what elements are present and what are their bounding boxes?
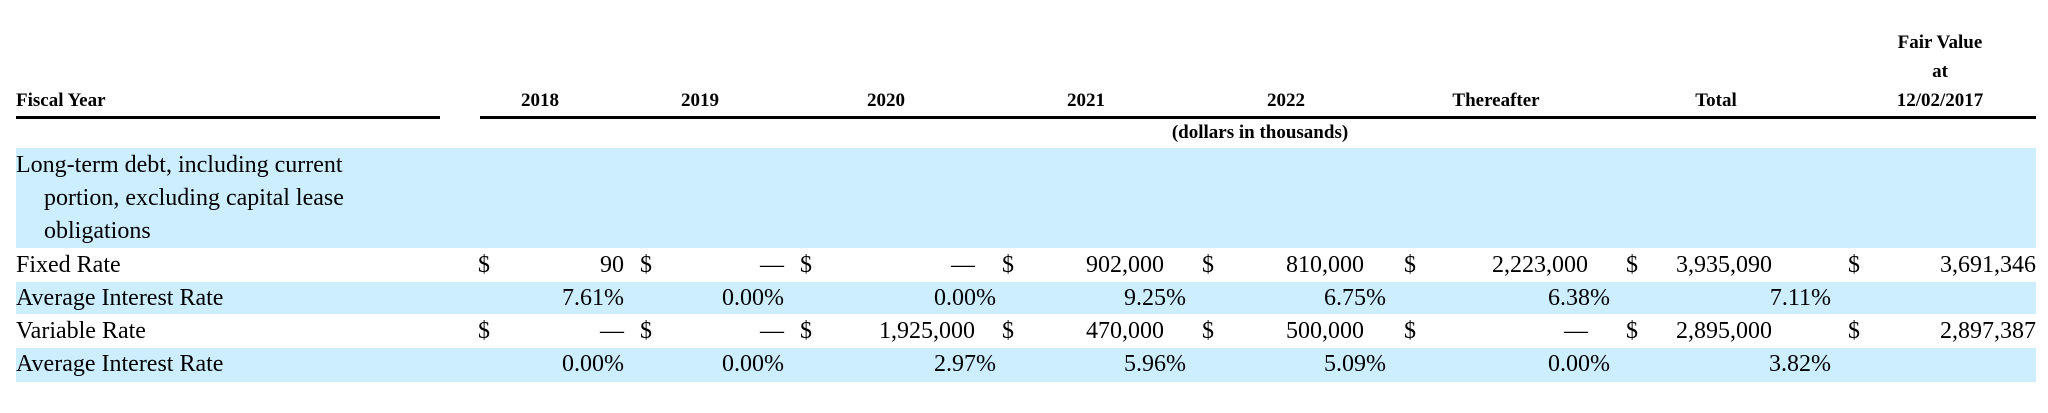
- cell-avg2-thereafter: 0.00%: [1548, 351, 1610, 377]
- section-title-line1: Long-term debt, including current: [16, 152, 343, 178]
- currency-symbol: $: [800, 252, 812, 278]
- header-2021: 2021: [1067, 90, 1105, 111]
- header-fair-value-line2: at: [1932, 61, 1948, 82]
- row-band-avg-rate-1: [16, 282, 2036, 314]
- currency-symbol: $: [478, 252, 490, 278]
- row-label-variable-rate: Variable Rate: [16, 318, 146, 344]
- currency-symbol: $: [1626, 318, 1638, 344]
- cell-fixed-2018: 90: [600, 252, 624, 278]
- cell-avg2-2022: 5.09%: [1324, 351, 1386, 377]
- header-2022: 2022: [1267, 90, 1305, 111]
- currency-symbol: $: [1848, 252, 1860, 278]
- header-fair-value-line3: 12/02/2017: [1896, 90, 1984, 111]
- cell-fixed-2020: —: [951, 252, 975, 278]
- cell-variable-2020: 1,925,000: [879, 318, 975, 344]
- cell-variable-fair-value: 2,897,387: [1940, 318, 2036, 344]
- currency-symbol: $: [1848, 318, 1860, 344]
- cell-avg1-2020: 0.00%: [934, 285, 996, 311]
- cell-avg2-2018: 0.00%: [562, 351, 624, 377]
- row-label-fixed-rate: Fixed Rate: [16, 252, 121, 278]
- cell-avg2-2020: 2.97%: [934, 351, 996, 377]
- cell-variable-2019: —: [760, 318, 784, 344]
- header-2019: 2019: [681, 90, 719, 111]
- currency-symbol: $: [640, 318, 652, 344]
- currency-symbol: $: [1404, 252, 1416, 278]
- cell-variable-thereafter: —: [1564, 318, 1588, 344]
- cell-avg1-thereafter: 6.38%: [1548, 285, 1610, 311]
- header-total: Total: [1695, 90, 1737, 111]
- currency-symbol: $: [1202, 318, 1214, 344]
- cell-avg1-2022: 6.75%: [1324, 285, 1386, 311]
- cell-avg2-2021: 5.96%: [1124, 351, 1186, 377]
- header-2020: 2020: [867, 90, 905, 111]
- currency-symbol: $: [800, 318, 812, 344]
- cell-avg1-2019: 0.00%: [722, 285, 784, 311]
- currency-symbol: $: [1626, 252, 1638, 278]
- cell-avg1-2021: 9.25%: [1124, 285, 1186, 311]
- units-label: (dollars in thousands): [1171, 122, 1349, 143]
- currency-symbol: $: [1002, 318, 1014, 344]
- cell-fixed-2021: 902,000: [1086, 252, 1164, 278]
- section-title-line3: obligations: [44, 218, 151, 244]
- currency-symbol: $: [1202, 252, 1214, 278]
- row-label-avg-rate-variable: Average Interest Rate: [16, 351, 224, 377]
- currency-symbol: $: [478, 318, 490, 344]
- header-rule-columns: [480, 116, 2036, 119]
- cell-fixed-fair-value: 3,691,346: [1940, 252, 2036, 278]
- header-fiscal-year: Fiscal Year: [16, 90, 106, 111]
- row-band-avg-rate-2: [16, 348, 2036, 382]
- cell-fixed-thereafter: 2,223,000: [1492, 252, 1588, 278]
- header-rule-fiscal-year: [16, 116, 440, 119]
- cell-variable-2018: —: [600, 318, 624, 344]
- cell-variable-2021: 470,000: [1086, 318, 1164, 344]
- currency-symbol: $: [1404, 318, 1416, 344]
- header-fair-value-line1: Fair Value: [1897, 32, 1983, 53]
- header-2018: 2018: [521, 90, 559, 111]
- cell-avg1-2018: 7.61%: [562, 285, 624, 311]
- section-band: [16, 148, 2036, 248]
- cell-variable-total: 2,895,000: [1676, 318, 1772, 344]
- cell-avg2-total: 3.82%: [1769, 351, 1831, 377]
- cell-avg1-total: 7.11%: [1769, 285, 1831, 311]
- section-title-line2: portion, excluding capital lease: [44, 185, 344, 211]
- row-label-avg-rate-fixed: Average Interest Rate: [16, 285, 224, 311]
- currency-symbol: $: [640, 252, 652, 278]
- cell-fixed-total: 3,935,090: [1676, 252, 1772, 278]
- currency-symbol: $: [1002, 252, 1014, 278]
- header-thereafter: Thereafter: [1452, 90, 1540, 111]
- cell-avg2-2019: 0.00%: [722, 351, 784, 377]
- cell-fixed-2022: 810,000: [1286, 252, 1364, 278]
- cell-fixed-2019: —: [760, 252, 784, 278]
- cell-variable-2022: 500,000: [1286, 318, 1364, 344]
